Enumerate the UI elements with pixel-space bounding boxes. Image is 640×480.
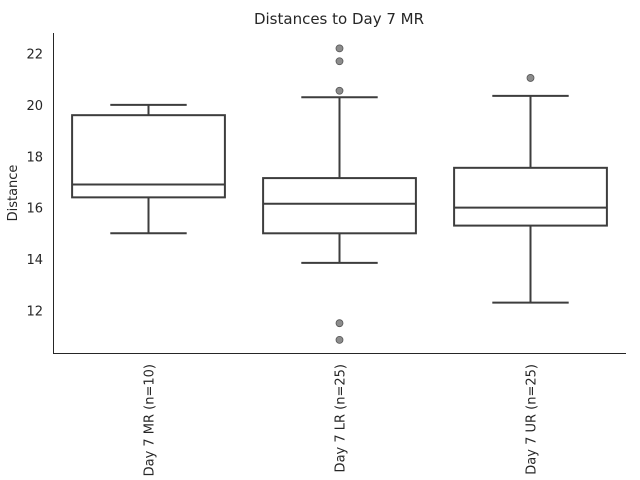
outlier-point xyxy=(335,86,344,95)
box-group xyxy=(71,103,226,235)
y-tick-label: 14 xyxy=(26,253,43,268)
y-tick-label: 22 xyxy=(26,48,43,63)
y-tick-label: 20 xyxy=(26,99,43,114)
x-tick-label: Day 7 MR (n=10) xyxy=(143,364,158,476)
outlier-point xyxy=(526,74,535,82)
outlier-point xyxy=(335,44,344,53)
y-axis-ticks: 12 14 16 18 20 22 xyxy=(26,48,43,320)
x-tick-label: Day 7 LR (n=25) xyxy=(334,364,349,472)
x-axis-ticks: Day 7 MR (n=10) Day 7 LR (n=25) Day 7 UR (… xyxy=(143,364,540,476)
outlier-point xyxy=(335,319,344,328)
y-tick-label: 12 xyxy=(26,304,43,319)
box-group xyxy=(453,74,608,304)
x-tick-label: Day 7 UR (n=25) xyxy=(525,364,540,475)
outlier-point xyxy=(335,57,344,66)
y-axis-label: Distance xyxy=(6,165,21,222)
outlier-point xyxy=(335,335,344,344)
y-tick-label: 18 xyxy=(26,150,43,165)
y-tick-label: 16 xyxy=(26,202,43,217)
iqr-box xyxy=(453,166,608,227)
boxes xyxy=(71,44,608,344)
chart-title: Distances to Day 7 MR xyxy=(254,10,424,28)
box-group xyxy=(262,44,417,344)
iqr-box xyxy=(262,177,417,235)
